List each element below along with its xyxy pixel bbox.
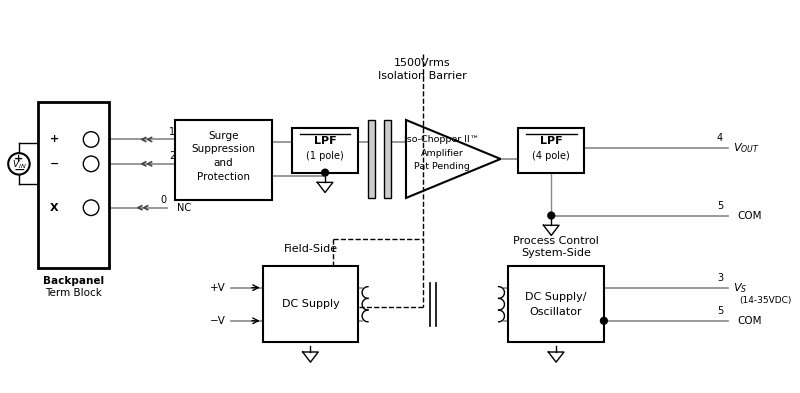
Text: LPF: LPF [314, 136, 336, 147]
Text: −: − [50, 159, 58, 169]
Text: Pat Pending: Pat Pending [414, 162, 470, 171]
Text: Isolation Barrier: Isolation Barrier [378, 71, 467, 81]
Text: +: + [50, 134, 58, 145]
Text: 4: 4 [717, 134, 723, 143]
Text: System-Side: System-Side [521, 248, 591, 257]
Text: −V: −V [210, 316, 226, 326]
Bar [518, 128, 585, 173]
Text: −: − [13, 163, 25, 177]
Bar [369, 120, 375, 198]
Circle shape [322, 169, 329, 176]
Text: DC Supply/: DC Supply/ [526, 292, 587, 302]
Circle shape [548, 212, 554, 219]
Text: Protection: Protection [197, 171, 250, 182]
Text: Field-Side: Field-Side [283, 244, 338, 253]
Text: Term Block: Term Block [45, 288, 102, 298]
Text: 5: 5 [717, 306, 723, 316]
Text: $V_S$: $V_S$ [733, 281, 747, 295]
Text: $V_{IN}$: $V_{IN}$ [12, 158, 26, 171]
Text: (1 pole): (1 pole) [306, 151, 344, 161]
Bar [508, 266, 604, 342]
Text: 2: 2 [169, 151, 175, 161]
Bar [384, 120, 391, 198]
Text: DC Supply: DC Supply [282, 299, 339, 309]
Text: Process Control: Process Control [513, 236, 599, 246]
Text: Surge: Surge [209, 130, 239, 141]
Bar [292, 128, 358, 173]
Text: (4 pole): (4 pole) [532, 151, 570, 161]
Text: +: + [14, 154, 23, 164]
Text: COM: COM [738, 211, 762, 220]
Text: 5: 5 [717, 201, 723, 211]
Text: X: X [50, 203, 58, 213]
Text: 3: 3 [717, 273, 723, 283]
Bar [262, 266, 358, 342]
Bar [175, 120, 273, 200]
Text: Backpanel: Backpanel [43, 276, 104, 286]
Text: Iso-Chopper II™: Iso-Chopper II™ [404, 135, 479, 144]
Text: and: and [214, 158, 234, 168]
Bar [38, 103, 109, 268]
Text: +V: +V [210, 283, 226, 293]
Text: NC: NC [177, 203, 191, 213]
Text: 1500Vrms: 1500Vrms [394, 59, 451, 68]
Text: COM: COM [738, 316, 762, 326]
Text: LPF: LPF [540, 136, 562, 147]
Text: 0: 0 [160, 195, 166, 205]
Text: Suppression: Suppression [192, 144, 256, 154]
Text: Oscillator: Oscillator [530, 307, 582, 317]
Text: Amplifier: Amplifier [421, 149, 463, 158]
Text: (14-35VDC): (14-35VDC) [739, 296, 792, 305]
Circle shape [601, 318, 607, 324]
Text: 1: 1 [169, 127, 175, 137]
Text: $V_{OUT}$: $V_{OUT}$ [733, 141, 759, 155]
